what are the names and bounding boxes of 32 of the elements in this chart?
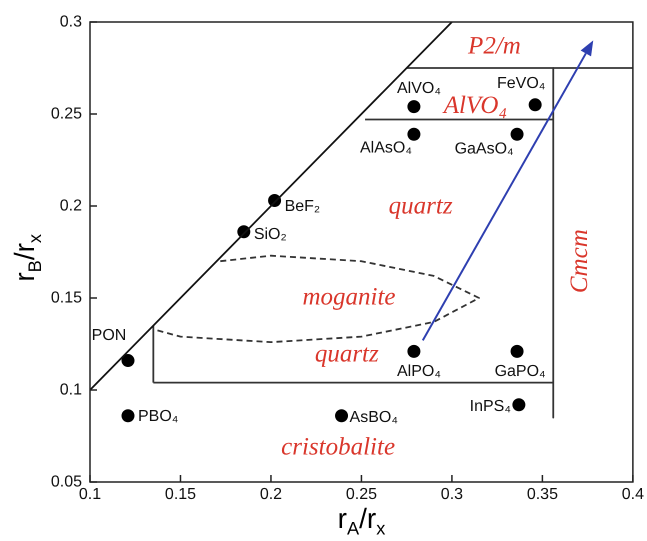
series-label: GaAsO₄ xyxy=(454,140,514,158)
y-tick-label: 0.25 xyxy=(50,105,82,122)
annotation: quartz xyxy=(388,192,453,220)
annotation: Cmcm xyxy=(566,229,593,294)
x-tick-label: 0.15 xyxy=(164,486,196,504)
x-tick-label: 0.3 xyxy=(440,486,464,504)
x-tick-label: 0.25 xyxy=(346,486,378,504)
y-tick-label: 0.15 xyxy=(50,289,82,306)
series-label: BeF₂ xyxy=(284,198,320,215)
x-tick-label: 0.4 xyxy=(622,486,644,504)
annotation: P2/m xyxy=(467,32,521,60)
y-tick-label: 0.1 xyxy=(60,381,82,398)
x-axis-title: r$_{A}$/r$_{x}$ xyxy=(336,502,386,541)
series-label: FeVO₄ xyxy=(496,75,546,92)
series-label: SiO₂ xyxy=(254,226,287,244)
series-label: AlAsO₄ xyxy=(360,140,412,157)
series-label: PBO₄ xyxy=(138,408,178,426)
series-label: PON xyxy=(92,326,126,344)
x-tick-label: 0.35 xyxy=(526,486,558,504)
series-label: AlPO₄ xyxy=(396,362,441,380)
annotation: AlVO₄ xyxy=(442,92,508,120)
annotation: moganite xyxy=(302,284,396,311)
x-tick-label: 0.1 xyxy=(78,486,102,504)
y-tick-label: 0.3 xyxy=(60,13,82,30)
x-tick-label: 0.2 xyxy=(260,486,282,504)
annotation: cristobalite xyxy=(281,434,396,461)
series-label: AsBO₄ xyxy=(350,409,398,426)
series-label: InPS₄ xyxy=(470,398,511,416)
y-tick-label: 0.2 xyxy=(60,197,82,214)
series-label: AlVO₄ xyxy=(396,80,441,98)
series-label: GaPO₄ xyxy=(494,362,546,380)
annotation: quartz xyxy=(314,340,380,368)
